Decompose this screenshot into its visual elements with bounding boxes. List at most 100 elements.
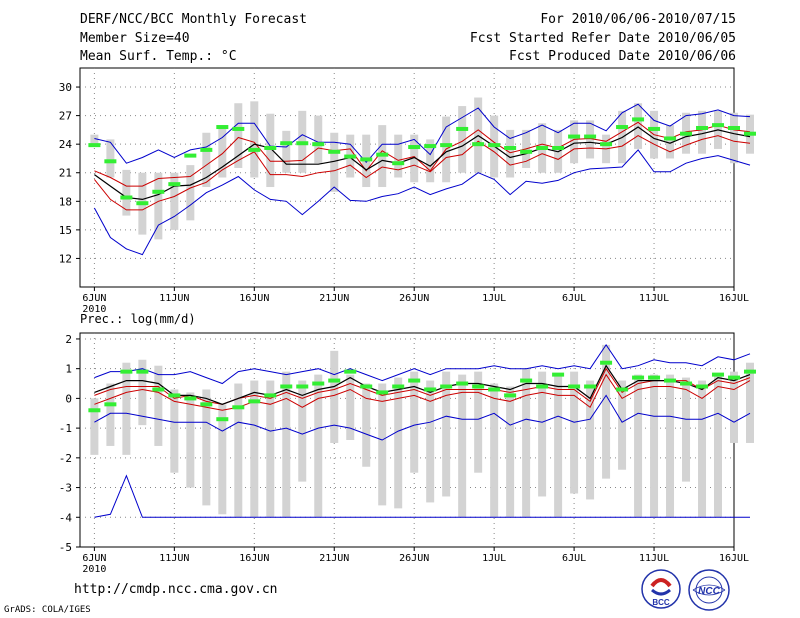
- temp-marker: [616, 125, 629, 130]
- prec-marker: [552, 372, 565, 377]
- prec-spread-bar: [362, 383, 371, 467]
- prec-spread-bar: [202, 389, 211, 506]
- member-size-label: Member Size=40: [80, 31, 190, 46]
- prec-marker: [216, 417, 229, 422]
- temp-spread-bar: [698, 110, 707, 154]
- temp-spread-bar: [426, 139, 435, 183]
- temp-marker: [248, 147, 261, 152]
- prec-marker: [328, 378, 341, 383]
- prec-spread-bar: [554, 374, 563, 518]
- temp-marker: [664, 136, 677, 141]
- prec-marker: [104, 402, 117, 407]
- prec-spread-bar: [378, 383, 387, 506]
- temp-spread-bar: [634, 103, 643, 149]
- temp-xtick-label: 6JUN: [82, 293, 106, 304]
- temp-spread-bar: [330, 132, 339, 192]
- prec-spread-bar: [714, 374, 723, 518]
- prec-marker: [248, 399, 261, 404]
- temp-lower-extreme-line: [93, 149, 751, 256]
- prec-marker: [296, 384, 309, 389]
- temp-xtick-label: 21JUN: [319, 293, 349, 304]
- temp-spread-bar: [234, 103, 243, 168]
- prec-marker: [520, 378, 533, 383]
- temp-marker: [568, 134, 581, 139]
- temp-marker: [584, 134, 597, 139]
- temp-marker: [392, 161, 405, 166]
- temp-marker: [696, 125, 709, 130]
- temp-spread-bar: [314, 115, 323, 164]
- temp-spread-bar: [218, 127, 227, 178]
- prec-marker: [712, 372, 725, 377]
- prec-spread-bar: [506, 386, 515, 518]
- temp-marker: [712, 123, 725, 128]
- prec-lower-extreme-line: [94, 394, 751, 441]
- prec-spread-bar: [586, 380, 595, 500]
- temp-ytick-label: 21: [59, 167, 72, 180]
- prec-spread-bar: [490, 383, 499, 518]
- temp-marker: [360, 157, 373, 162]
- prec-upper-extreme-line: [94, 344, 751, 385]
- prec-marker: [680, 381, 693, 386]
- prec-spread-bar: [666, 374, 675, 518]
- prec-marker: [504, 393, 517, 398]
- temp-upper-quartile-line: [94, 121, 751, 187]
- prec-spread-bar: [250, 380, 259, 518]
- prec-marker: [152, 387, 165, 392]
- prec-ytick-label: -4: [59, 511, 73, 524]
- prec-ytick-label: -5: [59, 541, 72, 554]
- prec-spread-bar: [346, 374, 355, 440]
- ncc-logo-text: NCC: [698, 586, 720, 597]
- temp-marker: [440, 143, 453, 148]
- forecast-period: For 2010/06/06-2010/07/15: [540, 12, 736, 27]
- prec-marker: [648, 375, 661, 380]
- prec-spread-bar: [186, 392, 195, 488]
- prec-spread-bar: [682, 377, 691, 482]
- prec-marker: [568, 384, 581, 389]
- temp-marker: [376, 152, 389, 157]
- source-url-link[interactable]: http://cmdp.ncc.cma.gov.cn: [74, 582, 278, 597]
- prec-marker: [584, 384, 597, 389]
- temp-ytick-label: 18: [59, 195, 72, 208]
- prec-marker: [456, 381, 469, 386]
- grads-credit: GrADS: COLA/IGES: [4, 605, 91, 615]
- temp-marker: [104, 159, 117, 164]
- prec-marker: [88, 408, 101, 413]
- prec-marker: [136, 369, 149, 374]
- temp-spread-bar: [394, 134, 403, 178]
- prec-spread-bar: [745, 362, 754, 443]
- bcc-logo-icon: BCC: [641, 569, 681, 609]
- prec-spread-bar: [218, 404, 227, 515]
- prec-spread-bar: [522, 368, 531, 518]
- temp-xtick-label: 26JUN: [399, 293, 429, 304]
- temp-marker: [504, 145, 517, 150]
- prec-spread-bar: [618, 380, 627, 470]
- temp-marker: [216, 125, 229, 130]
- temp-spread-bar: [410, 134, 419, 183]
- prec-spread-bar: [538, 371, 547, 497]
- prec-upper-quartile-line: [94, 367, 751, 405]
- prec-xtick-label: 16JUN: [239, 553, 269, 564]
- prec-xtick-label: 26JUN: [399, 553, 429, 564]
- prec-mean-line: [94, 364, 751, 405]
- temp-marker: [296, 141, 309, 146]
- prec-marker: [344, 369, 357, 374]
- prec-marker: [264, 393, 277, 398]
- prec-spread-bar: [410, 371, 419, 473]
- temp-marker: [184, 153, 197, 158]
- temp-spread-bar: [666, 125, 675, 159]
- temp-spread-bar: [282, 130, 291, 173]
- temp-marker: [472, 142, 485, 147]
- temp-spread-bar: [170, 172, 179, 230]
- temp-marker: [648, 126, 661, 131]
- temp-marker: [728, 125, 740, 130]
- prec-spread-bar: [650, 374, 659, 518]
- temp-year-label: 2010: [82, 304, 106, 315]
- temp-marker: [680, 131, 693, 136]
- temp-ytick-label: 12: [59, 252, 72, 265]
- prec-spread-bar: [698, 380, 707, 518]
- prec-ytick-label: -2: [59, 452, 72, 465]
- prec-spread-bar: [298, 380, 307, 482]
- temp-marker: [312, 142, 325, 147]
- temp-marker: [488, 143, 501, 148]
- temp-ytick-label: 30: [59, 81, 72, 94]
